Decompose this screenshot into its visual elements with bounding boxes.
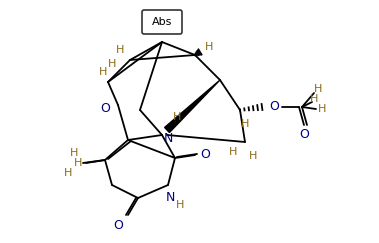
Text: N: N (163, 131, 173, 145)
Text: O: O (113, 218, 123, 232)
Text: H: H (173, 112, 181, 122)
Text: H: H (310, 94, 318, 104)
Text: H: H (74, 158, 82, 168)
Text: H: H (249, 151, 257, 161)
Text: H: H (99, 67, 107, 77)
Text: O: O (200, 148, 210, 162)
Text: N: N (165, 191, 175, 203)
Text: O: O (100, 102, 110, 114)
Text: H: H (318, 104, 326, 114)
Text: H: H (205, 42, 213, 52)
Text: H: H (108, 59, 116, 69)
Text: O: O (269, 101, 279, 113)
Text: H: H (229, 147, 237, 157)
Text: H: H (70, 148, 78, 158)
Text: O: O (299, 129, 309, 141)
Polygon shape (164, 80, 220, 132)
Text: H: H (176, 200, 184, 210)
Text: Abs: Abs (152, 17, 172, 27)
FancyBboxPatch shape (142, 10, 182, 34)
Text: H: H (314, 84, 322, 94)
Text: H: H (241, 119, 249, 129)
Text: H: H (64, 168, 72, 178)
Text: H: H (116, 45, 124, 55)
